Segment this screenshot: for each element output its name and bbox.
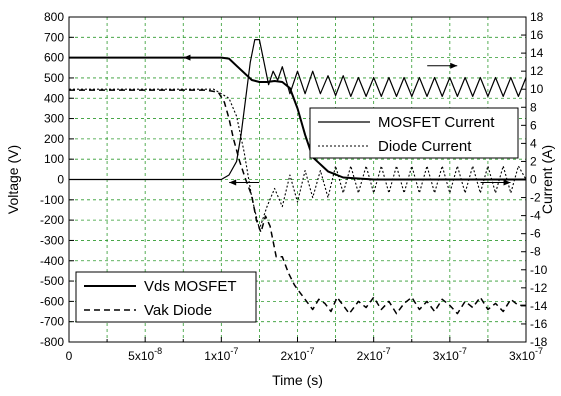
y-left-tick-label: -100	[40, 193, 64, 207]
y-right-tick-label: 6	[530, 118, 537, 132]
y-left-tick-label: -600	[40, 294, 64, 308]
x-axis-label: Time (s)	[272, 372, 323, 388]
y-left-tick-label: -800	[40, 335, 64, 349]
annotation-arrows	[183, 54, 511, 186]
y-left-tick-label: 800	[44, 10, 64, 24]
legend-label: MOSFET Current	[378, 114, 495, 131]
y-left-tick-label: -400	[40, 254, 64, 268]
y-right-tick-label: 18	[530, 10, 544, 24]
arrow-head	[183, 54, 191, 61]
y-right-tick-label: -12	[530, 281, 548, 295]
y-axis-label-right: Current (A)	[539, 145, 555, 214]
y-left-tick-label: -700	[40, 315, 64, 329]
y-right-tick-label: -18	[530, 335, 548, 349]
y-left-tick-label: -300	[40, 233, 64, 247]
y-axis-label-left: Voltage (V)	[5, 145, 21, 214]
y-right-tick-label: -16	[530, 317, 548, 331]
x-tick-label: 3x10-7	[509, 346, 543, 363]
x-tick-label: 2x10-7	[357, 346, 391, 363]
y-right-tick-label: 2	[530, 154, 537, 168]
y-right-tick-label: 10	[530, 82, 544, 96]
legend-box	[309, 107, 519, 159]
x-tick-label: 5x10-8	[128, 346, 162, 363]
x-tick-label: 3x10-7	[433, 346, 467, 363]
series-mosfet-current	[69, 39, 527, 181]
y-left-tick-label: 300	[44, 112, 64, 126]
legend-label: Diode Current	[378, 138, 472, 155]
legend-bottom: Vds MOSFET Vak Diode	[75, 271, 257, 323]
y-right-tick-label: 8	[530, 100, 537, 114]
x-tick-label: 2x10-7	[280, 346, 314, 363]
series-vak-diode	[69, 89, 526, 315]
y-right-tick-label: 16	[530, 28, 544, 42]
legend-label: Vds MOSFET	[144, 278, 237, 295]
y-left-tick-label: -200	[40, 213, 64, 227]
y-right-tick-label: -4	[530, 209, 541, 223]
legend-box	[75, 271, 257, 323]
legend-top: MOSFET Current Diode Current	[309, 107, 519, 159]
legend-label: Vak Diode	[144, 302, 212, 319]
y-right-tick-label: -14	[530, 299, 548, 313]
y-left-tick-label: 0	[57, 173, 64, 187]
x-tick-label: 0	[66, 349, 73, 363]
arrow-head	[450, 62, 458, 69]
y-left-tick-label: 400	[44, 91, 64, 105]
y-left-tick-label: 500	[44, 71, 64, 85]
y-right-tick-label: -10	[530, 263, 548, 277]
y-left-tick-label: 600	[44, 51, 64, 65]
y-right-tick-label: 12	[530, 64, 544, 78]
x-tick-label: 1x10-7	[204, 346, 238, 363]
series-diode-current	[69, 88, 527, 230]
y-left-tick-label: -500	[40, 274, 64, 288]
tick-layer: 0 5x10-8 1x10-7 2x10-7 2x10-7 3x10-7 3x10-7800…	[40, 10, 548, 363]
y-right-tick-label: -2	[530, 191, 541, 205]
arrow-head	[229, 179, 237, 186]
y-right-tick-label: -8	[530, 245, 541, 259]
y-left-tick-label: 200	[44, 132, 64, 146]
y-right-tick-label: 14	[530, 46, 544, 60]
y-right-tick-label: 4	[530, 136, 537, 150]
y-right-tick-label: -6	[530, 227, 541, 241]
y-right-tick-label: 0	[530, 173, 537, 187]
y-left-tick-label: 700	[44, 30, 64, 44]
arrow-head	[503, 179, 511, 186]
y-left-tick-label: 100	[44, 152, 64, 166]
